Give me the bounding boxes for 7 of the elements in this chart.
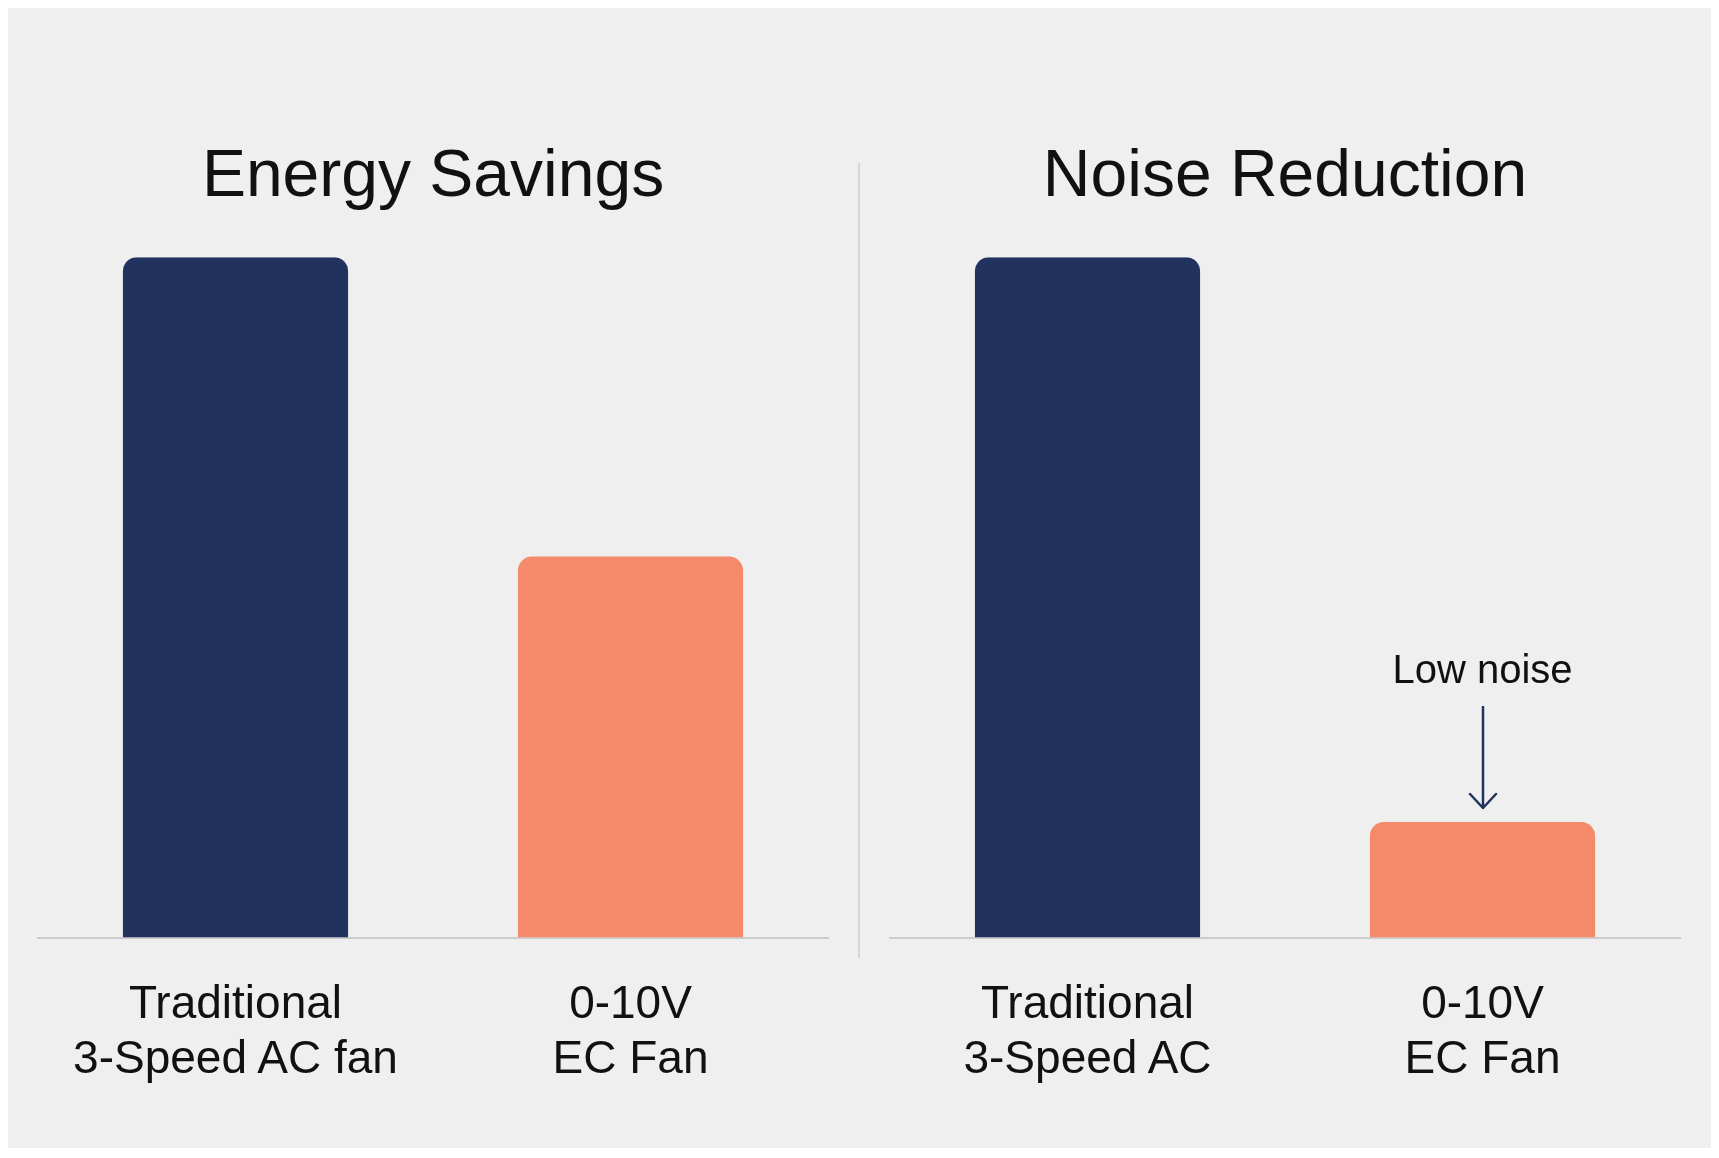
x-tick-label: Traditional 3-Speed AC <box>963 975 1212 1084</box>
x-tick-label: 0-10V EC Fan <box>552 975 709 1084</box>
annotation: Low noise <box>1392 646 1573 691</box>
x-tick-label: Traditional 3-Speed AC fan <box>73 975 398 1084</box>
chart-title: Energy Savings <box>201 135 665 210</box>
x-tick-label: 0-10V EC Fan <box>1404 975 1561 1084</box>
chart-title: Noise Reduction <box>1042 135 1528 210</box>
